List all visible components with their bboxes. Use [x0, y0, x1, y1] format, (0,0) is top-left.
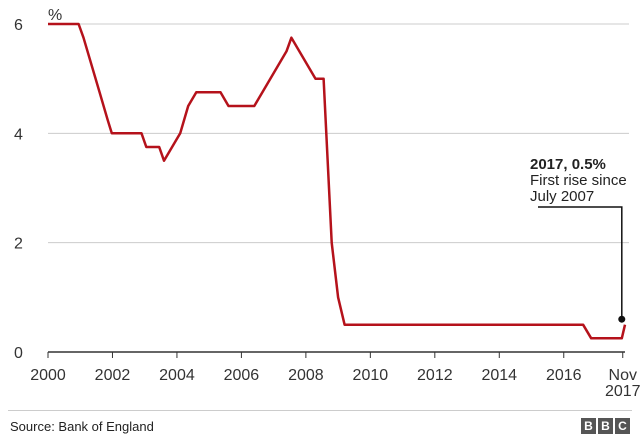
x-tick-label: 2002 [95, 367, 131, 384]
x-tick-label: 2016 [546, 367, 582, 384]
x-tick-label: 2014 [481, 367, 517, 384]
logo-letter-1: B [581, 418, 596, 434]
y-tick-label: 4 [14, 126, 23, 143]
x-axis-ticks: 2000 2002 2004 2006 2008 2010 2012 2014 2016 Nov2… [30, 352, 640, 400]
annotation-title: 2017, 0.5% [530, 156, 606, 173]
annotation-marker [618, 315, 626, 323]
annotation: 2017, 0.5% First rise since July 2007 [530, 156, 627, 323]
y-tick-label: 6 [14, 17, 23, 34]
bbc-logo: B B C [581, 418, 630, 434]
x-tick-sublabel: 2017 [605, 383, 640, 400]
x-tick-label: 2006 [224, 367, 260, 384]
y-tick-label: 0 [14, 345, 23, 362]
x-tick-label: Nov [609, 367, 637, 384]
x-tick-label: 2000 [30, 367, 66, 384]
y-tick-label: 2 [14, 236, 23, 253]
x-tick-label: 2008 [288, 367, 324, 384]
x-tick-label: 2004 [159, 367, 195, 384]
y-axis-ticks: 0 2 4 6 [14, 17, 23, 362]
source-text: Source: Bank of England [10, 419, 154, 434]
logo-letter-3: C [615, 418, 630, 434]
y-unit-label: % [48, 7, 62, 24]
series-line-1 [48, 22, 627, 340]
footer-divider [8, 410, 632, 411]
gridlines [48, 23, 629, 244]
x-tick-label: 2010 [353, 367, 389, 384]
series-group [48, 22, 627, 340]
annotation-leader-line [538, 206, 623, 320]
annotation-line-2: July 2007 [530, 188, 594, 205]
x-tick-label: 2012 [417, 367, 453, 384]
annotation-line-1: First rise since [530, 172, 627, 189]
logo-letter-2: B [598, 418, 613, 434]
